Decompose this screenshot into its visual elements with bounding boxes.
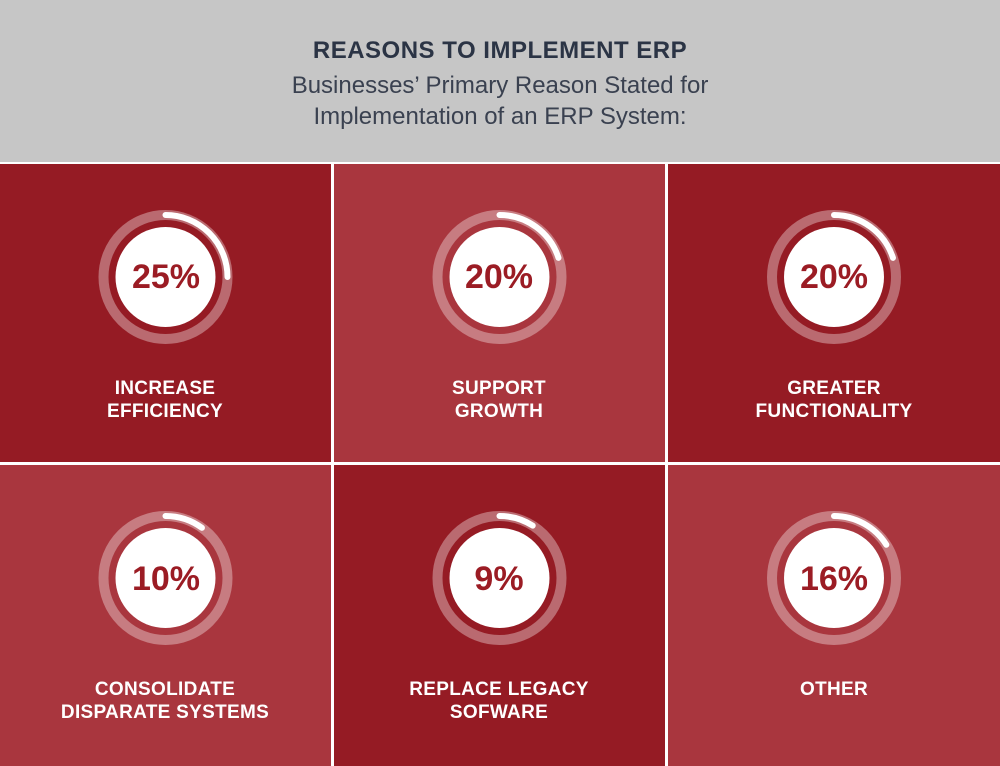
reason-label-line-1: CONSOLIDATE xyxy=(94,679,236,700)
subtitle-line-2: Implementation of an ERP System: xyxy=(313,103,687,130)
value-disc xyxy=(115,227,216,327)
chart-title: REASONS TO IMPLEMENT ERP xyxy=(312,37,688,64)
percentage-value: 16% xyxy=(799,560,869,598)
value-disc xyxy=(784,227,884,327)
reason-label-line-2: GROWTH xyxy=(454,401,544,422)
reason-label-line-2: FUNCTIONALITY xyxy=(755,401,913,422)
reason-label: CONSOLIDATE DISPARATE SYSTEMS xyxy=(15,678,315,724)
reason-label-line-1: REPLACE LEGACY xyxy=(409,679,589,700)
progress-arc xyxy=(831,513,890,548)
reason-label-line-1: OTHER xyxy=(800,679,868,700)
subtitle-line-1: Businesses’ Primary Reason Stated for xyxy=(291,72,709,99)
percentage-value: 25% xyxy=(131,258,201,296)
progress-ring xyxy=(0,164,331,462)
reason-label-line-2: EFFICIENCY xyxy=(107,401,223,422)
value-disc xyxy=(115,528,216,628)
reason-label: OTHER xyxy=(684,678,984,701)
reason-label-line-1: GREATER xyxy=(787,378,881,399)
stat-tile: 10% CONSOLIDATE DISPARATE SYSTEMS xyxy=(0,465,331,766)
percentage-value: 9% xyxy=(474,560,524,598)
reason-label: INCREASE EFFICIENCY xyxy=(15,377,315,423)
percentage-value: 10% xyxy=(131,560,201,598)
reason-label-line-2: DISPARATE SYSTEMS xyxy=(60,702,270,723)
stat-tile: 16% OTHER xyxy=(668,465,1000,766)
reason-label-line-1: INCREASE xyxy=(114,378,216,399)
reason-label-line-2: SOFWARE xyxy=(449,702,549,723)
percentage-value: 20% xyxy=(464,258,534,296)
stat-tile: 25% INCREASE EFFICIENCY xyxy=(0,164,331,462)
progress-ring xyxy=(0,465,331,766)
reason-label: GREATER FUNCTIONALITY xyxy=(684,377,984,423)
progress-arc xyxy=(162,212,231,280)
stats-grid: 25% INCREASE EFFICIENCY 20% SUPPORT GROW… xyxy=(0,162,1000,766)
progress-ring xyxy=(334,465,665,766)
chart-subtitle: Businesses’ Primary Reason Stated for Im… xyxy=(250,70,750,132)
progress-ring xyxy=(668,164,1000,462)
progress-arc xyxy=(162,513,205,531)
header-banner: REASONS TO IMPLEMENT ERP Businesses’ Pri… xyxy=(0,0,1000,162)
progress-arc xyxy=(496,513,536,529)
reason-label-line-1: SUPPORT xyxy=(452,378,546,399)
reason-label: SUPPORT GROWTH xyxy=(349,377,649,423)
progress-ring xyxy=(668,465,1000,766)
progress-ring xyxy=(334,164,665,462)
value-disc xyxy=(449,528,550,628)
stat-tile: 9% REPLACE LEGACY SOFWARE xyxy=(334,465,665,766)
stat-tile: 20% SUPPORT GROWTH xyxy=(334,164,665,462)
value-disc xyxy=(449,227,550,327)
stat-tile: 20% GREATER FUNCTIONALITY xyxy=(668,164,1000,462)
progress-arc xyxy=(831,212,896,261)
value-disc xyxy=(784,528,884,628)
percentage-value: 20% xyxy=(799,258,869,296)
progress-arc xyxy=(496,212,562,261)
reason-label: REPLACE LEGACY SOFWARE xyxy=(349,678,649,724)
